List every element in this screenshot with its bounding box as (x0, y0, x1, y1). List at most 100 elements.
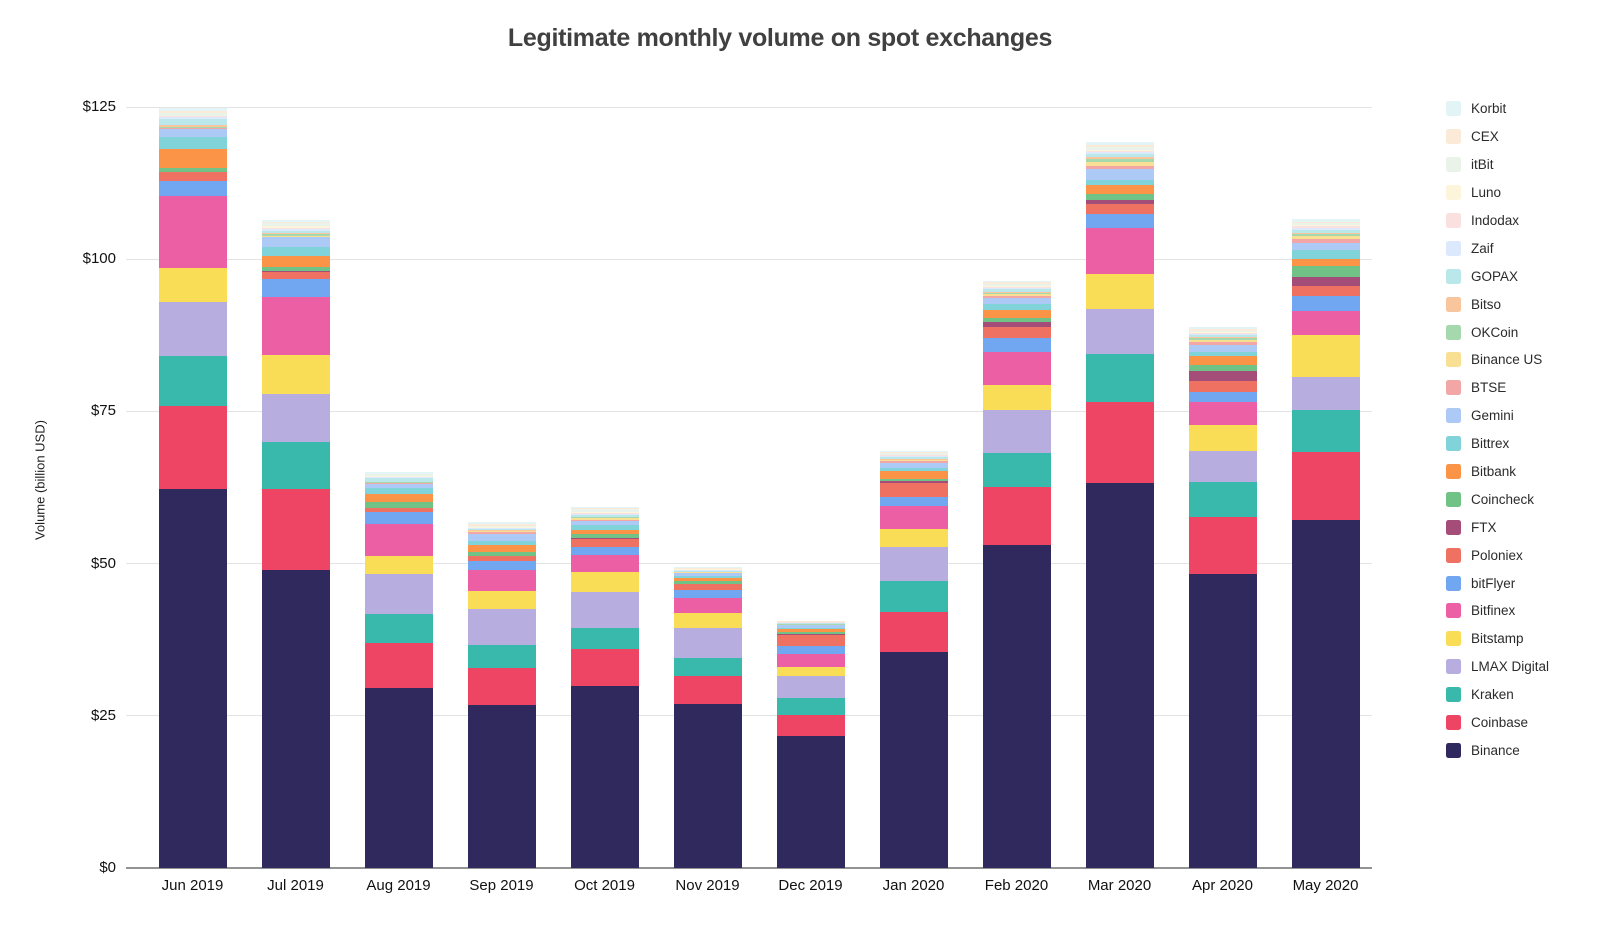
segment-binance-sep-2019[interactable] (467, 704, 536, 868)
legend-item-bitstamp[interactable]: Bitstamp (1446, 625, 1549, 653)
bar-jan-2020[interactable] (879, 450, 948, 868)
segment-poloniex-feb-2020[interactable] (982, 326, 1051, 339)
segment-btse-oct-2019[interactable] (570, 519, 639, 522)
segment-bitso-may-2020[interactable] (1291, 232, 1360, 234)
segment-binance-may-2020[interactable] (1291, 520, 1360, 868)
segment-indodax-sep-2019[interactable] (467, 527, 536, 529)
legend-item-coincheck[interactable]: Coincheck (1446, 485, 1549, 513)
bar-mar-2020[interactable] (1085, 142, 1154, 868)
segment-lmax-digital-may-2020[interactable] (1291, 376, 1360, 411)
segment-bitso-oct-2019[interactable] (570, 516, 639, 518)
segment-cex-may-2020[interactable] (1291, 221, 1360, 223)
segment-cex-oct-2019[interactable] (570, 508, 639, 510)
segment-bitstamp-jul-2019[interactable] (261, 355, 330, 394)
segment-bitstamp-aug-2019[interactable] (364, 555, 433, 574)
segment-bittrex-nov-2019[interactable] (673, 575, 742, 579)
segment-indodax-apr-2020[interactable] (1188, 332, 1257, 334)
segment-bittrex-mar-2020[interactable] (1085, 180, 1154, 185)
segment-bitfinex-jul-2019[interactable] (261, 297, 330, 356)
segment-gopax-aug-2019[interactable] (364, 478, 433, 482)
segment-binance-jul-2019[interactable] (261, 569, 330, 868)
segment-bittrex-dec-2019[interactable] (776, 627, 845, 630)
segment-coinbase-jun-2019[interactable] (158, 405, 227, 489)
segment-indodax-jan-2020[interactable] (879, 455, 948, 456)
segment-bitbank-dec-2019[interactable] (776, 629, 845, 632)
segment-bitflyer-jul-2019[interactable] (261, 278, 330, 297)
segment-binance-us-mar-2020[interactable] (1085, 161, 1154, 166)
segment-itbit-nov-2019[interactable] (673, 568, 742, 570)
segment-lmax-digital-oct-2019[interactable] (570, 591, 639, 629)
segment-indodax-may-2020[interactable] (1291, 226, 1360, 228)
segment-btse-mar-2020[interactable] (1085, 165, 1154, 170)
legend-item-gopax[interactable]: GOPAX (1446, 262, 1549, 290)
bar-jun-2019[interactable] (158, 108, 227, 868)
segment-luno-feb-2020[interactable] (982, 286, 1051, 287)
segment-cex-jul-2019[interactable] (261, 221, 330, 224)
segment-coincheck-oct-2019[interactable] (570, 534, 639, 539)
segment-bitstamp-oct-2019[interactable] (570, 572, 639, 592)
legend-item-ftx[interactable]: FTX (1446, 513, 1549, 541)
segment-bitflyer-jan-2020[interactable] (879, 496, 948, 506)
segment-bitstamp-mar-2020[interactable] (1085, 273, 1154, 310)
segment-luno-jul-2019[interactable] (261, 226, 330, 228)
segment-kraken-jul-2019[interactable] (261, 442, 330, 489)
segment-lmax-digital-feb-2020[interactable] (982, 409, 1051, 453)
segment-gemini-aug-2019[interactable] (364, 483, 433, 488)
segment-binance-nov-2019[interactable] (673, 704, 742, 868)
segment-lmax-digital-aug-2019[interactable] (364, 573, 433, 614)
segment-bitso-aug-2019[interactable] (364, 481, 433, 483)
segment-gopax-jun-2019[interactable] (158, 119, 227, 125)
segment-poloniex-apr-2020[interactable] (1188, 381, 1257, 392)
segment-lmax-digital-apr-2020[interactable] (1188, 451, 1257, 483)
segment-binance-us-aug-2019[interactable] (364, 482, 433, 484)
segment-indodax-oct-2019[interactable] (570, 512, 639, 514)
segment-bitflyer-oct-2019[interactable] (570, 546, 639, 555)
segment-okcoin-apr-2020[interactable] (1188, 337, 1257, 340)
segment-gopax-sep-2019[interactable] (467, 529, 536, 531)
legend-item-itbit[interactable]: itBit (1446, 151, 1549, 179)
segment-kraken-aug-2019[interactable] (364, 613, 433, 643)
segment-zaif-oct-2019[interactable] (570, 513, 639, 516)
legend-item-indodax[interactable]: Indodax (1446, 207, 1549, 235)
segment-itbit-sep-2019[interactable] (467, 525, 536, 527)
segment-indodax-aug-2019[interactable] (364, 476, 433, 478)
segment-coincheck-may-2020[interactable] (1291, 265, 1360, 277)
segment-luno-sep-2019[interactable] (467, 526, 536, 528)
segment-bitfinex-aug-2019[interactable] (364, 524, 433, 556)
segment-kraken-jan-2020[interactable] (879, 581, 948, 613)
segment-coinbase-feb-2020[interactable] (982, 486, 1051, 545)
segment-ftx-aug-2019[interactable] (364, 507, 433, 509)
segment-zaif-jul-2019[interactable] (261, 228, 330, 231)
segment-luno-aug-2019[interactable] (364, 476, 433, 477)
legend-item-bitflyer[interactable]: bitFlyer (1446, 569, 1549, 597)
bar-feb-2020[interactable] (982, 280, 1051, 868)
segment-binance-jan-2020[interactable] (879, 651, 948, 868)
segment-bitfinex-nov-2019[interactable] (673, 597, 742, 613)
segment-gemini-nov-2019[interactable] (673, 573, 742, 576)
legend-item-binance[interactable]: Binance (1446, 736, 1549, 764)
segment-btse-sep-2019[interactable] (467, 532, 536, 534)
segment-bittrex-aug-2019[interactable] (364, 487, 433, 494)
legend-item-lmax-digital[interactable]: LMAX Digital (1446, 653, 1549, 681)
segment-itbit-oct-2019[interactable] (570, 509, 639, 512)
segment-gemini-mar-2020[interactable] (1085, 169, 1154, 181)
legend-item-gemini[interactable]: Gemini (1446, 402, 1549, 430)
segment-zaif-nov-2019[interactable] (673, 570, 742, 571)
segment-binance-oct-2019[interactable] (570, 685, 639, 868)
segment-lmax-digital-mar-2020[interactable] (1085, 309, 1154, 355)
segment-bittrex-jul-2019[interactable] (261, 246, 330, 256)
segment-btse-aug-2019[interactable] (364, 483, 433, 484)
segment-bitstamp-jun-2019[interactable] (158, 267, 227, 303)
segment-ftx-jan-2020[interactable] (879, 480, 948, 484)
segment-gopax-jul-2019[interactable] (261, 230, 330, 234)
segment-gemini-jul-2019[interactable] (261, 237, 330, 247)
segment-bittrex-sep-2019[interactable] (467, 540, 536, 545)
legend-item-kraken[interactable]: Kraken (1446, 681, 1549, 709)
segment-luno-oct-2019[interactable] (570, 511, 639, 513)
segment-cex-apr-2020[interactable] (1188, 329, 1257, 331)
segment-gemini-sep-2019[interactable] (467, 533, 536, 541)
segment-okcoin-aug-2019[interactable] (364, 482, 433, 483)
segment-bitso-mar-2020[interactable] (1085, 157, 1154, 159)
legend-item-coinbase[interactable]: Coinbase (1446, 709, 1549, 737)
segment-binance-apr-2020[interactable] (1188, 573, 1257, 868)
